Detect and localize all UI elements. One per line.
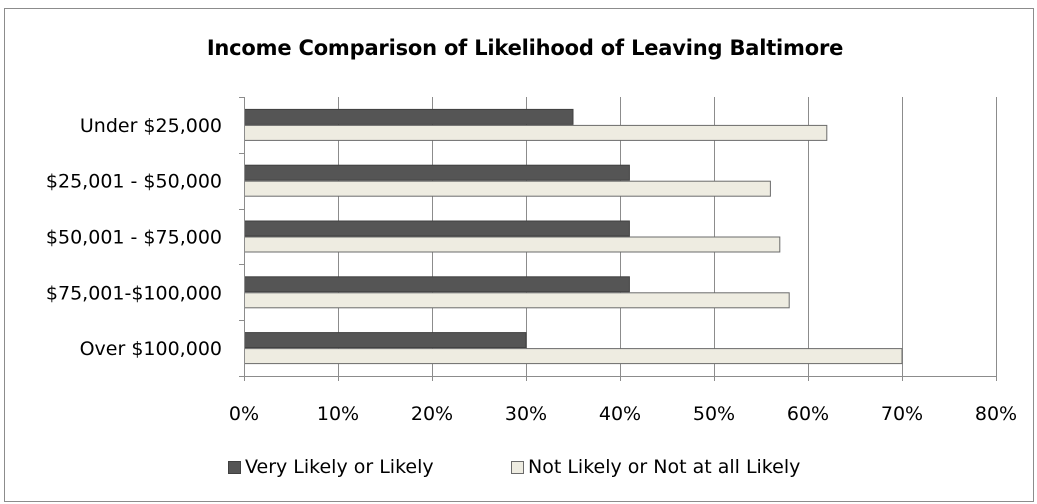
x-tick-label: 0%	[229, 403, 259, 425]
legend: Very Likely or Likely Not Likely or Not …	[0, 456, 1037, 482]
axes	[239, 97, 997, 381]
labels: 0% 10% 20% 30% 40% 50% 60% 70% 80% Under $25,000 $…	[46, 115, 1017, 425]
bar-very-likely	[244, 332, 527, 349]
bar-not-likely	[244, 292, 790, 309]
bar-not-likely	[244, 124, 828, 141]
bar-very-likely	[244, 164, 630, 181]
legend-label-not-likely: Not Likely or Not at all Likely	[528, 456, 801, 478]
x-tick-label: 40%	[599, 403, 641, 425]
bar-not-likely	[244, 348, 903, 365]
category-label: Over $100,000	[80, 338, 222, 360]
x-tick-label: 80%	[975, 403, 1017, 425]
bars	[244, 108, 903, 365]
x-tick-label: 10%	[317, 403, 359, 425]
legend-item-very-likely: Very Likely or Likely	[228, 456, 434, 478]
legend-label-very-likely: Very Likely or Likely	[245, 456, 434, 478]
x-tick-label: 50%	[693, 403, 735, 425]
bar-not-likely	[244, 236, 781, 253]
category-label: Under $25,000	[80, 115, 222, 137]
chart-frame	[4, 8, 1034, 502]
chart-title: Income Comparison of Likelihood of Leavi…	[206, 36, 844, 60]
legend-item-not-likely: Not Likely or Not at all Likely	[511, 456, 800, 478]
bar-very-likely	[244, 220, 630, 237]
x-tick-label: 20%	[411, 403, 453, 425]
category-label: $25,001 - $50,000	[46, 171, 222, 193]
category-label: $50,001 - $75,000	[46, 227, 222, 249]
x-tick-label: 30%	[505, 403, 547, 425]
bar-not-likely	[244, 180, 771, 197]
x-tick-label: 60%	[787, 403, 829, 425]
bar-very-likely	[244, 108, 574, 125]
bar-very-likely	[244, 276, 630, 293]
x-tick-label: 70%	[881, 403, 923, 425]
legend-swatch-very-likely	[228, 460, 241, 474]
category-label: $75,001-$100,000	[46, 282, 222, 304]
legend-swatch-not-likely	[511, 460, 524, 474]
